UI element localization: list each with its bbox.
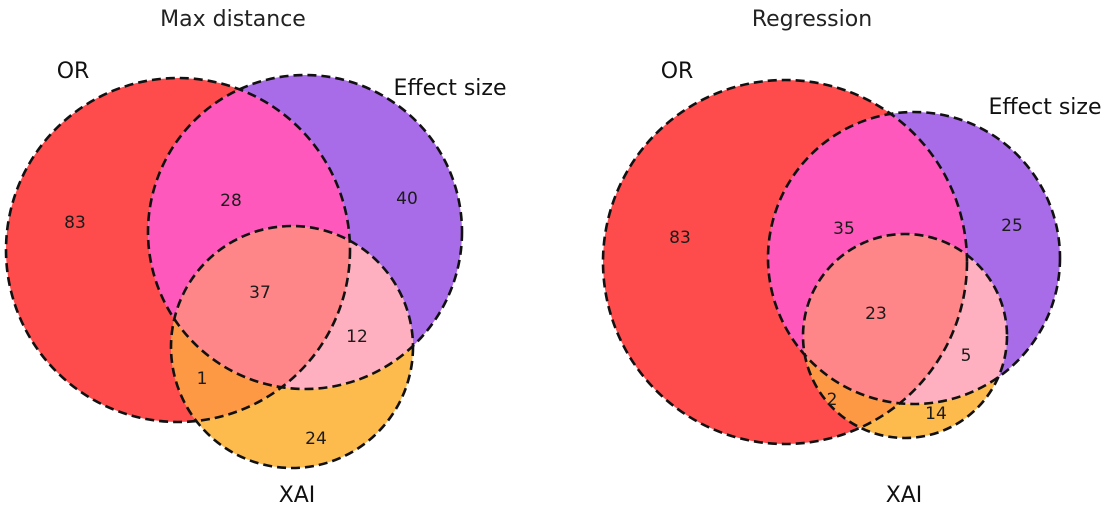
set-label-effect-size: Effect size: [989, 95, 1102, 120]
venn-diagram-max-distance: Max distance OR Effect size XAI: [4, 7, 507, 505]
count-effect-xai: 12: [346, 327, 368, 347]
count-effect-only: 40: [396, 189, 418, 209]
count-all-three: 37: [249, 283, 271, 303]
count-or-only: 83: [669, 228, 691, 248]
set-label-xai: XAI: [886, 483, 923, 505]
set-label-xai: XAI: [279, 483, 316, 505]
venn-regions: [6, 75, 462, 468]
count-or-xai: 1: [197, 369, 208, 389]
set-label-effect-size: Effect size: [394, 76, 507, 101]
set-label-or: OR: [57, 59, 90, 84]
venn-diagram-regression: Regression OR Effect size XAI: [601, 7, 1102, 505]
count-or-xai: 2: [827, 390, 838, 410]
diagram-title: Regression: [752, 7, 872, 32]
count-or-effect: 28: [220, 191, 242, 211]
count-effect-xai: 5: [961, 346, 972, 366]
count-xai-only: 14: [925, 404, 947, 424]
diagram-title: Max distance: [160, 7, 306, 32]
count-effect-only: 25: [1001, 216, 1023, 236]
count-xai-only: 24: [305, 429, 327, 449]
count-or-effect: 35: [833, 219, 855, 239]
count-or-only: 83: [64, 213, 86, 233]
set-label-or: OR: [661, 59, 694, 84]
count-all-three: 23: [865, 304, 887, 324]
